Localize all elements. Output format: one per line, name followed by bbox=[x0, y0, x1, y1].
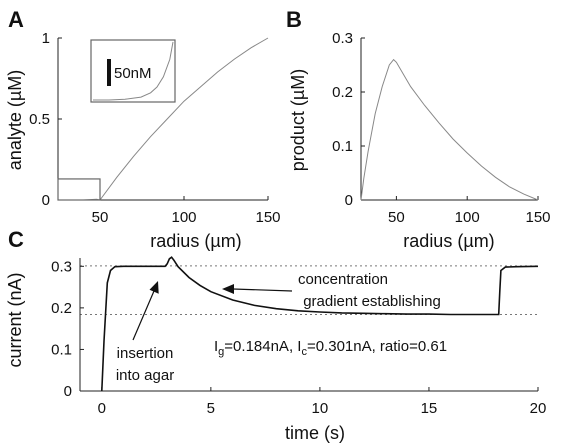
panel-a-ytick-label-2: 1 bbox=[42, 30, 50, 47]
panel-b-series-line-0 bbox=[360, 58, 539, 201]
stats-ig-sub: g bbox=[218, 346, 224, 358]
annotation-gradient-line2: gradient establishing bbox=[303, 293, 441, 310]
stats-ic-value: =0.301nA, ratio=0.61 bbox=[307, 338, 447, 355]
panel-a-xtick-label-2: 150 bbox=[255, 209, 280, 226]
panel-c-xtick-label-2: 10 bbox=[312, 400, 329, 417]
annotation-gradient-line1: concentration bbox=[298, 271, 388, 288]
panel-c-xtick-label-0: 0 bbox=[98, 400, 106, 417]
panel-c-ytick-label-1: 0.1 bbox=[51, 341, 72, 358]
stats-ic-prefix: I bbox=[297, 338, 301, 355]
panel-a-xtick-label-1: 100 bbox=[171, 209, 196, 226]
panel-b-ytick-label-2: 0.2 bbox=[332, 84, 353, 101]
annotation-stats: Ig=0.184nA, Ic=0.301nA, ratio=0.61 bbox=[214, 338, 447, 358]
panel-c-plot-area: 0 5 10 15 20 0 0.1 0.2 0.3 bbox=[51, 256, 547, 417]
panel-c-xtick-label-4: 20 bbox=[530, 400, 547, 417]
panel-b-ytick-label-0: 0 bbox=[345, 192, 353, 209]
panel-c-chart: time (s) current (nA) 0 5 10 15 20 0 0.1 0.2 0.3… bbox=[5, 256, 547, 443]
stats-ic-sub: c bbox=[301, 346, 307, 358]
panel-a-inset-series-line-0 bbox=[93, 41, 174, 101]
annotation-insertion-line2: into agar bbox=[116, 367, 174, 384]
panel-b-chart: radius (µm) product (µM) 50 100 150 0 0.1 0.2… bbox=[288, 30, 551, 251]
panel-b-xtick-label-1: 100 bbox=[455, 209, 480, 226]
panel-a-inset-frame bbox=[90, 39, 176, 103]
inset-scale-bar bbox=[107, 59, 111, 86]
panel-b-xtick-label-0: 50 bbox=[388, 209, 405, 226]
panel-a-chart: radius (µm) analyte (µM) 50 100 150 0 0.5 1 5… bbox=[5, 30, 281, 251]
stats-ig-value: =0.184nA, bbox=[224, 338, 297, 355]
stats-ig-prefix: I bbox=[214, 338, 218, 355]
panel-c-xtick-label-1: 5 bbox=[207, 400, 215, 417]
panel-b-xlabel: radius (µm) bbox=[403, 231, 494, 251]
panel-b-xtick-label-2: 150 bbox=[525, 209, 550, 226]
arrow-gradient-shaft bbox=[232, 288, 293, 292]
panel-c-ytick-label-3: 0.3 bbox=[51, 258, 72, 275]
panel-a-zoom-box bbox=[57, 178, 101, 201]
panel-b-ylabel: product (µM) bbox=[288, 69, 308, 171]
panel-a-ytick-label-1: 0.5 bbox=[29, 111, 50, 128]
panel-b-plot-area: 50 100 150 0 0.1 0.2 0.3 bbox=[332, 30, 550, 226]
panel-a-ytick-label-0: 0 bbox=[42, 192, 50, 209]
panel-a-inset: 50nM bbox=[90, 39, 176, 103]
arrow-insertion-head bbox=[149, 281, 159, 294]
panel-a-plot-area: 50 100 150 0 0.5 1 bbox=[29, 30, 280, 226]
panel-c-xtick-label-3: 15 bbox=[421, 400, 438, 417]
panel-c-ylabel: current (nA) bbox=[5, 272, 25, 367]
panel-a-xtick-label-0: 50 bbox=[92, 209, 109, 226]
arrow-gradient-head bbox=[222, 284, 234, 294]
panel-letter-b: B bbox=[286, 7, 302, 32]
inset-scale-label: 50nM bbox=[114, 65, 152, 82]
panel-b-ytick-label-1: 0.1 bbox=[332, 138, 353, 155]
panel-c-xlabel: time (s) bbox=[285, 423, 345, 443]
panel-c-series-line-0 bbox=[101, 256, 539, 392]
panel-letter-c: C bbox=[8, 227, 24, 252]
panel-letter-a: A bbox=[8, 7, 24, 32]
panel-c-ytick-label-0: 0 bbox=[64, 383, 72, 400]
panel-a-ylabel: analyte (µM) bbox=[5, 70, 25, 170]
annotation-insertion-line1: insertion bbox=[117, 345, 174, 362]
panel-c-ytick-label-2: 0.2 bbox=[51, 300, 72, 317]
panel-a-xlabel: radius (µm) bbox=[150, 231, 241, 251]
panel-a-series-line-0 bbox=[58, 37, 269, 201]
arrow-insertion-shaft bbox=[132, 290, 155, 341]
panel-b-ytick-label-3: 0.3 bbox=[332, 30, 353, 47]
